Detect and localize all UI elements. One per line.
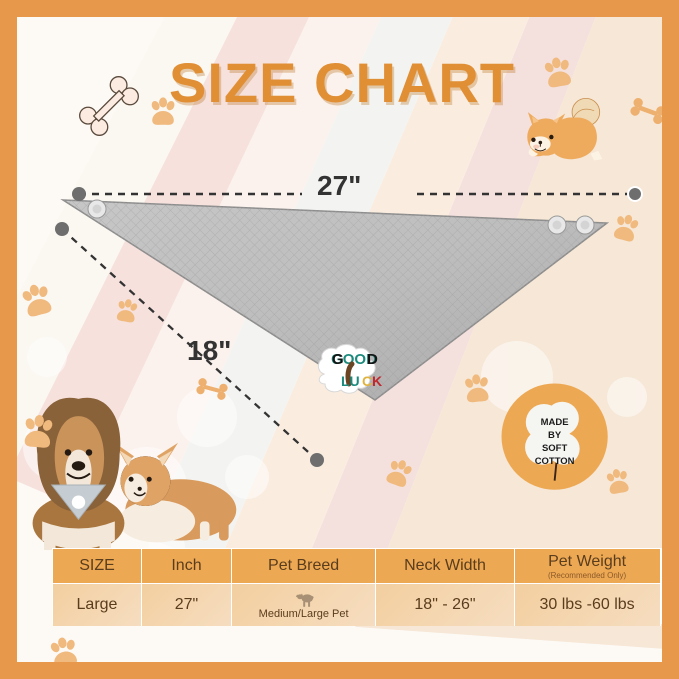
svg-text:COTTON: COTTON bbox=[535, 456, 575, 467]
svg-text:SOFT: SOFT bbox=[542, 443, 567, 454]
svg-text:MADE: MADE bbox=[541, 417, 569, 428]
svg-text:BY: BY bbox=[548, 430, 562, 441]
